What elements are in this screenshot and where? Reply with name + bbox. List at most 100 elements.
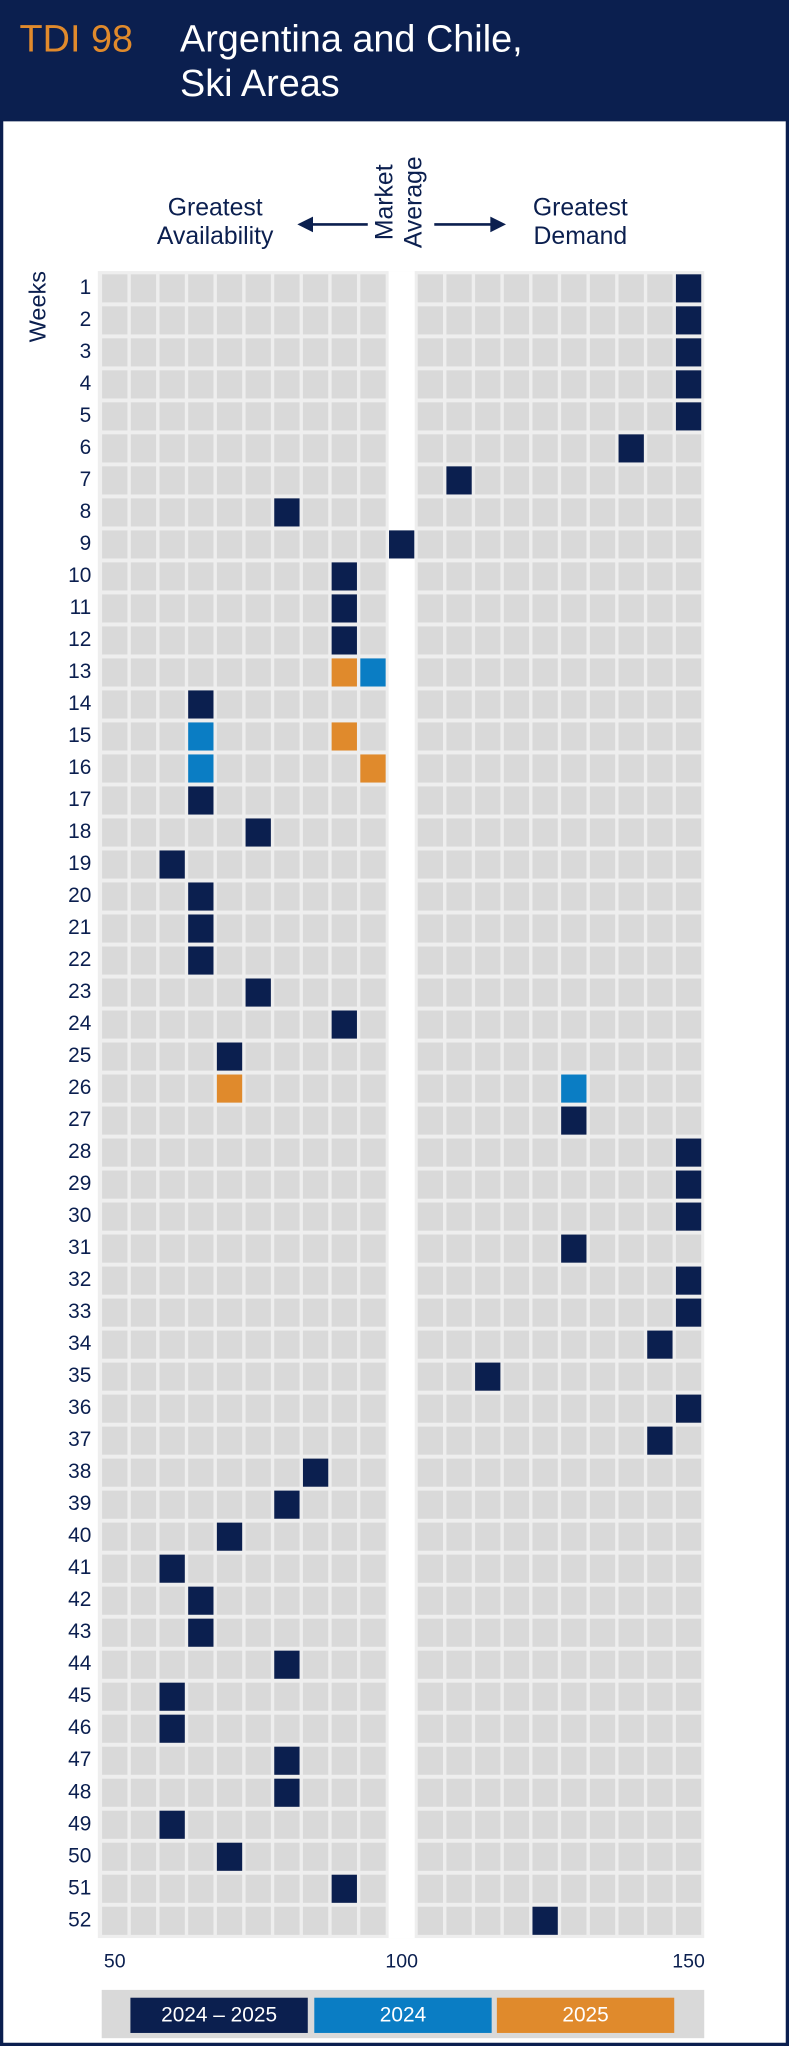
grid-cell [446, 434, 472, 463]
grid-cell [589, 818, 616, 847]
grid-cell [561, 1490, 587, 1519]
grid-cell [675, 1362, 702, 1391]
grid-cell [647, 658, 673, 687]
grid-cell [446, 402, 472, 431]
grid-cell [446, 1874, 472, 1903]
grid-cell [561, 786, 587, 815]
grid-cell [561, 370, 587, 399]
grid-cell [331, 1298, 357, 1327]
grid-cell [417, 626, 444, 655]
grid-cell [188, 1074, 214, 1103]
grid-cell [417, 786, 444, 815]
grid-cell [446, 978, 472, 1007]
grid-cell [475, 1778, 501, 1807]
grid-cell [503, 946, 530, 975]
grid-cell [188, 306, 214, 335]
grid-cell [618, 818, 644, 847]
grid-cell [446, 1746, 472, 1775]
grid-cell [360, 594, 386, 623]
grid-cell [302, 1298, 329, 1327]
grid-cell [475, 882, 501, 911]
grid-cell [302, 946, 329, 975]
center-label: Market [372, 164, 399, 240]
grid-cell [532, 434, 558, 463]
grid-cell [503, 1234, 530, 1263]
grid-cell [159, 1298, 185, 1327]
grid-cell [188, 1170, 214, 1199]
y-tick-label: 5 [80, 404, 92, 427]
grid-cell [274, 1522, 300, 1551]
grid-cell [618, 1202, 644, 1231]
grid-cell [331, 818, 357, 847]
grid-cell [216, 754, 243, 783]
grid-cell [245, 1810, 271, 1839]
grid-cell [302, 1042, 329, 1071]
grid-cell [159, 626, 185, 655]
grid-cell [302, 466, 329, 495]
grid-cell [331, 1618, 357, 1647]
grid-cell [618, 1490, 644, 1519]
grid-cell [216, 402, 243, 431]
grid-cell [618, 914, 644, 943]
grid-cell [647, 1714, 673, 1743]
grid-cell [302, 1842, 329, 1871]
grid-cell [331, 978, 357, 1007]
grid-cell [503, 1170, 530, 1199]
grid-cell [245, 1074, 271, 1103]
grid-cell [503, 978, 530, 1007]
grid-cell [302, 914, 329, 943]
grid-cell [188, 370, 214, 399]
grid-cell [532, 562, 558, 591]
grid-cell [647, 1490, 673, 1519]
grid-cell [503, 530, 530, 559]
grid-cell [503, 1778, 530, 1807]
grid-cell [360, 690, 386, 719]
grid-cell [675, 754, 702, 783]
grid-cell [245, 370, 271, 399]
data-cell [561, 1106, 587, 1135]
grid-cell [532, 402, 558, 431]
y-tick-label: 25 [68, 1044, 91, 1067]
grid-cell [532, 1554, 558, 1583]
grid-cell [675, 594, 702, 623]
grid-cell [647, 1362, 673, 1391]
grid-cell [532, 818, 558, 847]
grid-cell [360, 1202, 386, 1231]
grid-cell [589, 1426, 616, 1455]
grid-cell [532, 1170, 558, 1199]
grid-cell [647, 306, 673, 335]
grid-cell [675, 1458, 702, 1487]
grid-cell [274, 1266, 300, 1295]
grid-cell [130, 882, 157, 911]
grid-cell [618, 946, 644, 975]
data-cell [159, 1682, 185, 1711]
grid-cell [274, 914, 300, 943]
grid-cell [561, 626, 587, 655]
grid-cell [130, 306, 157, 335]
grid-cell [503, 1394, 530, 1423]
grid-cell [675, 1874, 702, 1903]
grid-cell [532, 1714, 558, 1743]
grid-cell [102, 370, 128, 399]
grid-cell [446, 1490, 472, 1519]
grid-cell [188, 1298, 214, 1327]
header [0, 0, 789, 122]
grid-cell [102, 1234, 128, 1263]
grid-cell [675, 1010, 702, 1039]
grid-cell [475, 594, 501, 623]
grid-cell [647, 882, 673, 911]
y-tick-label: 2 [80, 308, 92, 331]
data-cell [331, 626, 357, 655]
grid-cell [532, 850, 558, 879]
grid-cell [130, 1906, 157, 1935]
grid-cell [360, 1330, 386, 1359]
grid-cell [302, 1362, 329, 1391]
grid-cell [302, 1266, 329, 1295]
grid-cell [130, 498, 157, 527]
grid-cell [503, 1298, 530, 1327]
grid-cell [417, 1522, 444, 1551]
grid-cell [331, 914, 357, 943]
grid-cell [130, 1362, 157, 1391]
grid-cell [245, 434, 271, 463]
center-label: Average [400, 156, 427, 248]
